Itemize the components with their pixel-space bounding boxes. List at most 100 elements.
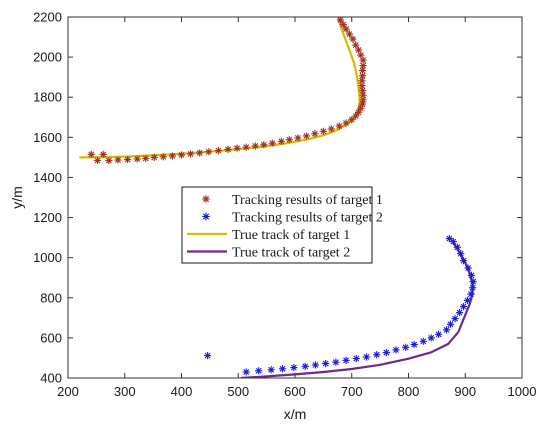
data-point bbox=[251, 142, 259, 150]
data-point bbox=[168, 152, 177, 160]
data-point bbox=[354, 46, 363, 54]
data-point bbox=[357, 51, 365, 59]
data-point bbox=[358, 87, 367, 95]
data-point bbox=[319, 127, 327, 135]
data-point bbox=[464, 264, 472, 272]
data-point bbox=[242, 143, 250, 151]
y-tick-label: 2000 bbox=[33, 50, 62, 65]
data-point bbox=[392, 346, 400, 354]
data-point bbox=[186, 150, 195, 158]
y-axis: 400 600 800 1000 1200 1400 1600 1800 2000 2200 bbox=[33, 10, 522, 386]
data-point bbox=[342, 25, 350, 33]
data-point bbox=[302, 132, 310, 140]
legend: Tracking results of target 1 Tracking res… bbox=[181, 186, 383, 264]
data-point bbox=[451, 315, 459, 323]
data-point bbox=[204, 351, 212, 360]
data-point bbox=[449, 238, 457, 246]
data-point bbox=[105, 156, 113, 165]
data-point bbox=[352, 112, 360, 120]
x-axis-label: x/m bbox=[284, 406, 307, 422]
y-tick-label: 600 bbox=[40, 330, 62, 345]
data-point bbox=[336, 17, 344, 24]
data-point bbox=[214, 146, 222, 155]
data-point bbox=[352, 354, 360, 363]
legend-box bbox=[181, 186, 373, 264]
data-point bbox=[196, 149, 204, 157]
data-point bbox=[459, 257, 468, 265]
data-point bbox=[442, 326, 451, 334]
data-point bbox=[150, 153, 158, 161]
legend-label: True track of target 1 bbox=[232, 228, 350, 243]
legend-marker bbox=[202, 212, 210, 221]
legend-marker bbox=[202, 195, 210, 203]
legend-item-3: True track of target 1 bbox=[187, 228, 350, 243]
data-point bbox=[301, 362, 309, 370]
data-point bbox=[382, 348, 390, 357]
legend-item-1: Tracking results of target 1 bbox=[202, 193, 383, 208]
data-point bbox=[359, 61, 367, 70]
x-tick-label: 1000 bbox=[508, 384, 537, 399]
data-point bbox=[467, 290, 475, 298]
y-tick-label: 1600 bbox=[33, 130, 62, 145]
data-point bbox=[224, 145, 232, 153]
data-point bbox=[453, 243, 461, 251]
y-tick-label: 1400 bbox=[33, 170, 62, 185]
series-layer bbox=[79, 17, 477, 378]
data-point bbox=[358, 66, 367, 75]
data-point bbox=[242, 368, 250, 376]
y-tick-label: 1000 bbox=[33, 250, 62, 265]
data-point bbox=[463, 296, 472, 304]
legend-label: Tracking results of target 1 bbox=[232, 193, 383, 208]
data-point bbox=[322, 359, 330, 368]
legend-label: True track of target 2 bbox=[232, 246, 350, 261]
y-tick-label: 800 bbox=[40, 290, 62, 305]
data-point bbox=[277, 137, 285, 145]
data-point bbox=[294, 134, 302, 142]
y-tick-label: 1200 bbox=[33, 210, 62, 225]
data-point bbox=[267, 366, 275, 374]
legend-item-4: True track of target 2 bbox=[187, 246, 350, 261]
data-point bbox=[455, 309, 464, 317]
data-point bbox=[358, 77, 366, 85]
data-point bbox=[123, 155, 132, 164]
data-point bbox=[342, 356, 350, 364]
data-point bbox=[335, 122, 343, 130]
data-point bbox=[142, 154, 150, 162]
data-point bbox=[332, 358, 340, 366]
x-tick-label: 700 bbox=[341, 384, 363, 399]
series-markers-1 bbox=[87, 17, 367, 165]
data-point bbox=[114, 156, 122, 164]
data-point bbox=[467, 271, 476, 279]
x-tick-label: 600 bbox=[284, 384, 306, 399]
x-tick-label: 200 bbox=[57, 384, 79, 399]
x-tick-label: 300 bbox=[114, 384, 136, 399]
data-point bbox=[255, 367, 263, 375]
data-point bbox=[345, 30, 354, 38]
data-point bbox=[445, 235, 453, 243]
data-point bbox=[469, 278, 477, 286]
series-markers-2 bbox=[204, 235, 477, 376]
data-point bbox=[349, 35, 357, 43]
data-point bbox=[327, 125, 335, 133]
legend-label: Tracking results of target 2 bbox=[232, 211, 383, 226]
x-tick-label: 900 bbox=[454, 384, 476, 399]
y-tick-label: 400 bbox=[40, 371, 62, 386]
x-tick-label: 500 bbox=[227, 384, 249, 399]
data-point bbox=[352, 41, 360, 49]
data-point bbox=[410, 340, 418, 349]
data-point bbox=[362, 353, 371, 361]
x-tick-label: 400 bbox=[171, 384, 193, 399]
data-point bbox=[87, 150, 95, 158]
data-point bbox=[285, 136, 293, 144]
data-point bbox=[359, 91, 367, 99]
data-point bbox=[260, 141, 268, 149]
data-point bbox=[268, 139, 276, 147]
data-point bbox=[469, 284, 477, 292]
data-point bbox=[457, 250, 465, 258]
data-point bbox=[205, 148, 213, 156]
data-point bbox=[311, 361, 320, 369]
data-point bbox=[99, 150, 107, 158]
data-point bbox=[278, 365, 287, 373]
data-point bbox=[233, 144, 241, 152]
